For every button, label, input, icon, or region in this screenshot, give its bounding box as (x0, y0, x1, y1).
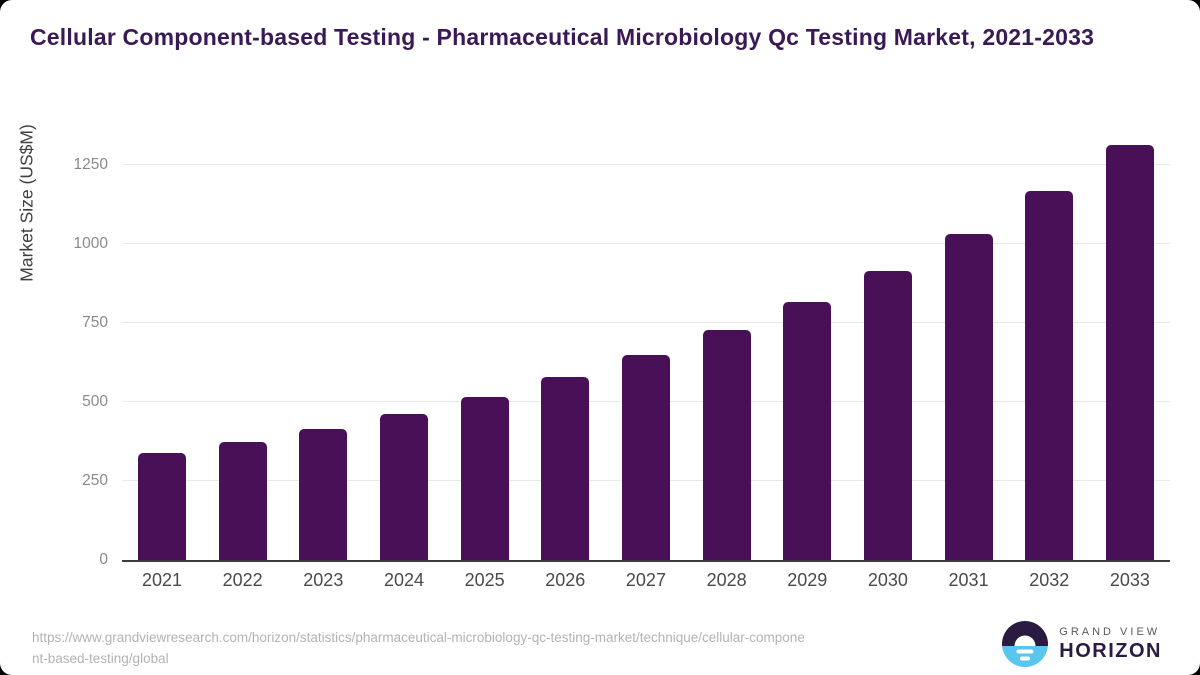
grand-view-horizon-logo: GRAND VIEW HORIZON (1002, 621, 1162, 667)
bar-2028[interactable] (702, 330, 751, 560)
bar-2031[interactable] (944, 234, 993, 560)
bar-2022[interactable] (218, 441, 267, 560)
y-axis-tick-labels: 0 250 500 750 1000 1250 (0, 140, 108, 568)
bar-2024[interactable] (379, 414, 428, 560)
x-label-2031: 2031 (948, 570, 989, 590)
bar-2025[interactable] (460, 396, 509, 560)
x-label-2022: 2022 (222, 570, 263, 590)
bar-2033[interactable] (1105, 144, 1154, 560)
source-url-line1: https://www.grandviewresearch.com/horizo… (32, 630, 805, 645)
y-tick-label-250: 250 (82, 472, 108, 490)
bar-2027[interactable] (621, 354, 670, 560)
bar-2023[interactable] (299, 428, 348, 560)
x-axis-labels: 2021 2022 2023 2024 2025 2026 2027 2028 2029 2030… (138, 570, 1154, 591)
bar-2021[interactable] (138, 452, 186, 560)
horizon-logo-icon (1002, 621, 1049, 667)
y-tick-label-0: 0 (99, 551, 108, 568)
x-label-2029: 2029 (787, 570, 828, 590)
x-label-2025: 2025 (464, 570, 505, 590)
logo-text-grand-view: GRAND VIEW (1059, 625, 1161, 638)
x-label-2027: 2027 (625, 570, 666, 590)
y-tick-label-1250: 1250 (73, 156, 108, 174)
x-label-2030: 2030 (867, 570, 908, 590)
bars-container (138, 140, 1154, 560)
gridline-1000 (122, 243, 1170, 245)
source-url-line2: nt-based-testing/global (32, 650, 169, 666)
logo-text: GRAND VIEW HORIZON (1059, 626, 1162, 663)
bar-2029[interactable] (783, 302, 832, 560)
x-label-2021: 2021 (141, 570, 183, 590)
x-label-2023: 2023 (303, 570, 344, 590)
source-url: https://www.grandviewresearch.com/horizo… (32, 628, 962, 670)
x-label-2026: 2026 (545, 570, 586, 590)
bar-2026[interactable] (541, 376, 590, 560)
plot-area (122, 140, 1170, 562)
x-label-2028: 2028 (706, 570, 747, 590)
x-label-2024: 2024 (383, 570, 424, 590)
y-tick-label-1000: 1000 (73, 235, 108, 253)
logo-text-horizon: HORIZON (1059, 639, 1162, 662)
x-label-2032: 2032 (1029, 570, 1070, 590)
bar-2030[interactable] (863, 270, 912, 560)
bar-2032[interactable] (1025, 191, 1074, 560)
y-tick-label-500: 500 (82, 393, 108, 411)
x-label-2033: 2033 (1109, 570, 1150, 590)
gridline-1250 (122, 164, 1170, 166)
chart-title: Cellular Component-based Testing - Pharm… (30, 24, 1095, 50)
y-tick-label-750: 750 (82, 314, 108, 332)
gridline-750 (122, 322, 1170, 324)
